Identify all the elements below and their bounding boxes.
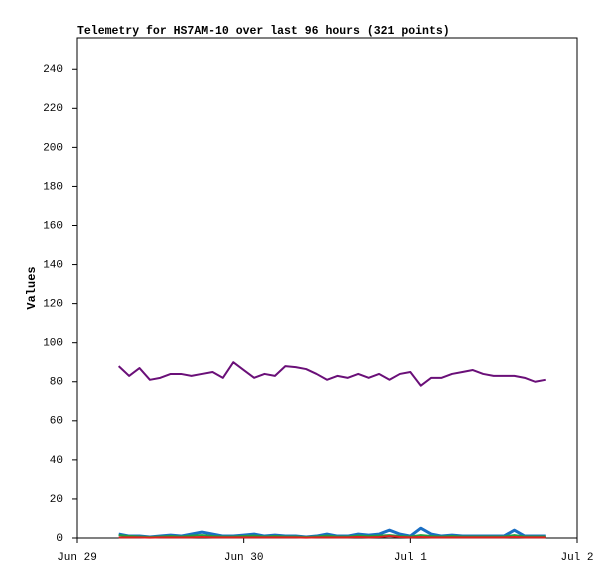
- y-tick-label: 200: [43, 142, 63, 154]
- x-tick-label: Jul 2: [560, 552, 593, 564]
- x-tick-label: Jun 29: [57, 552, 97, 564]
- y-tick-label: 240: [43, 64, 63, 76]
- y-tick-label: 0: [56, 533, 63, 545]
- y-tick-label: 100: [43, 338, 63, 350]
- y-tick-label: 220: [43, 103, 63, 115]
- y-tick-label: 20: [50, 494, 63, 506]
- y-tick-label: 80: [50, 377, 63, 389]
- series-line: [118, 535, 546, 539]
- y-tick-label: 140: [43, 259, 63, 271]
- y-tick-label: 60: [50, 416, 63, 428]
- x-tick-label: Jul 1: [394, 552, 427, 564]
- series-line: [117, 361, 546, 387]
- y-tick-label: 160: [43, 220, 63, 232]
- y-tick-label: 40: [50, 455, 63, 467]
- chart-title: Telemetry for HS7AM-10 over last 96 hour…: [77, 25, 450, 38]
- x-tick-label: Jun 30: [224, 552, 264, 564]
- y-tick-label: 120: [43, 299, 63, 311]
- y-tick-label: 180: [43, 181, 63, 193]
- y-axis-label: Values: [25, 266, 39, 309]
